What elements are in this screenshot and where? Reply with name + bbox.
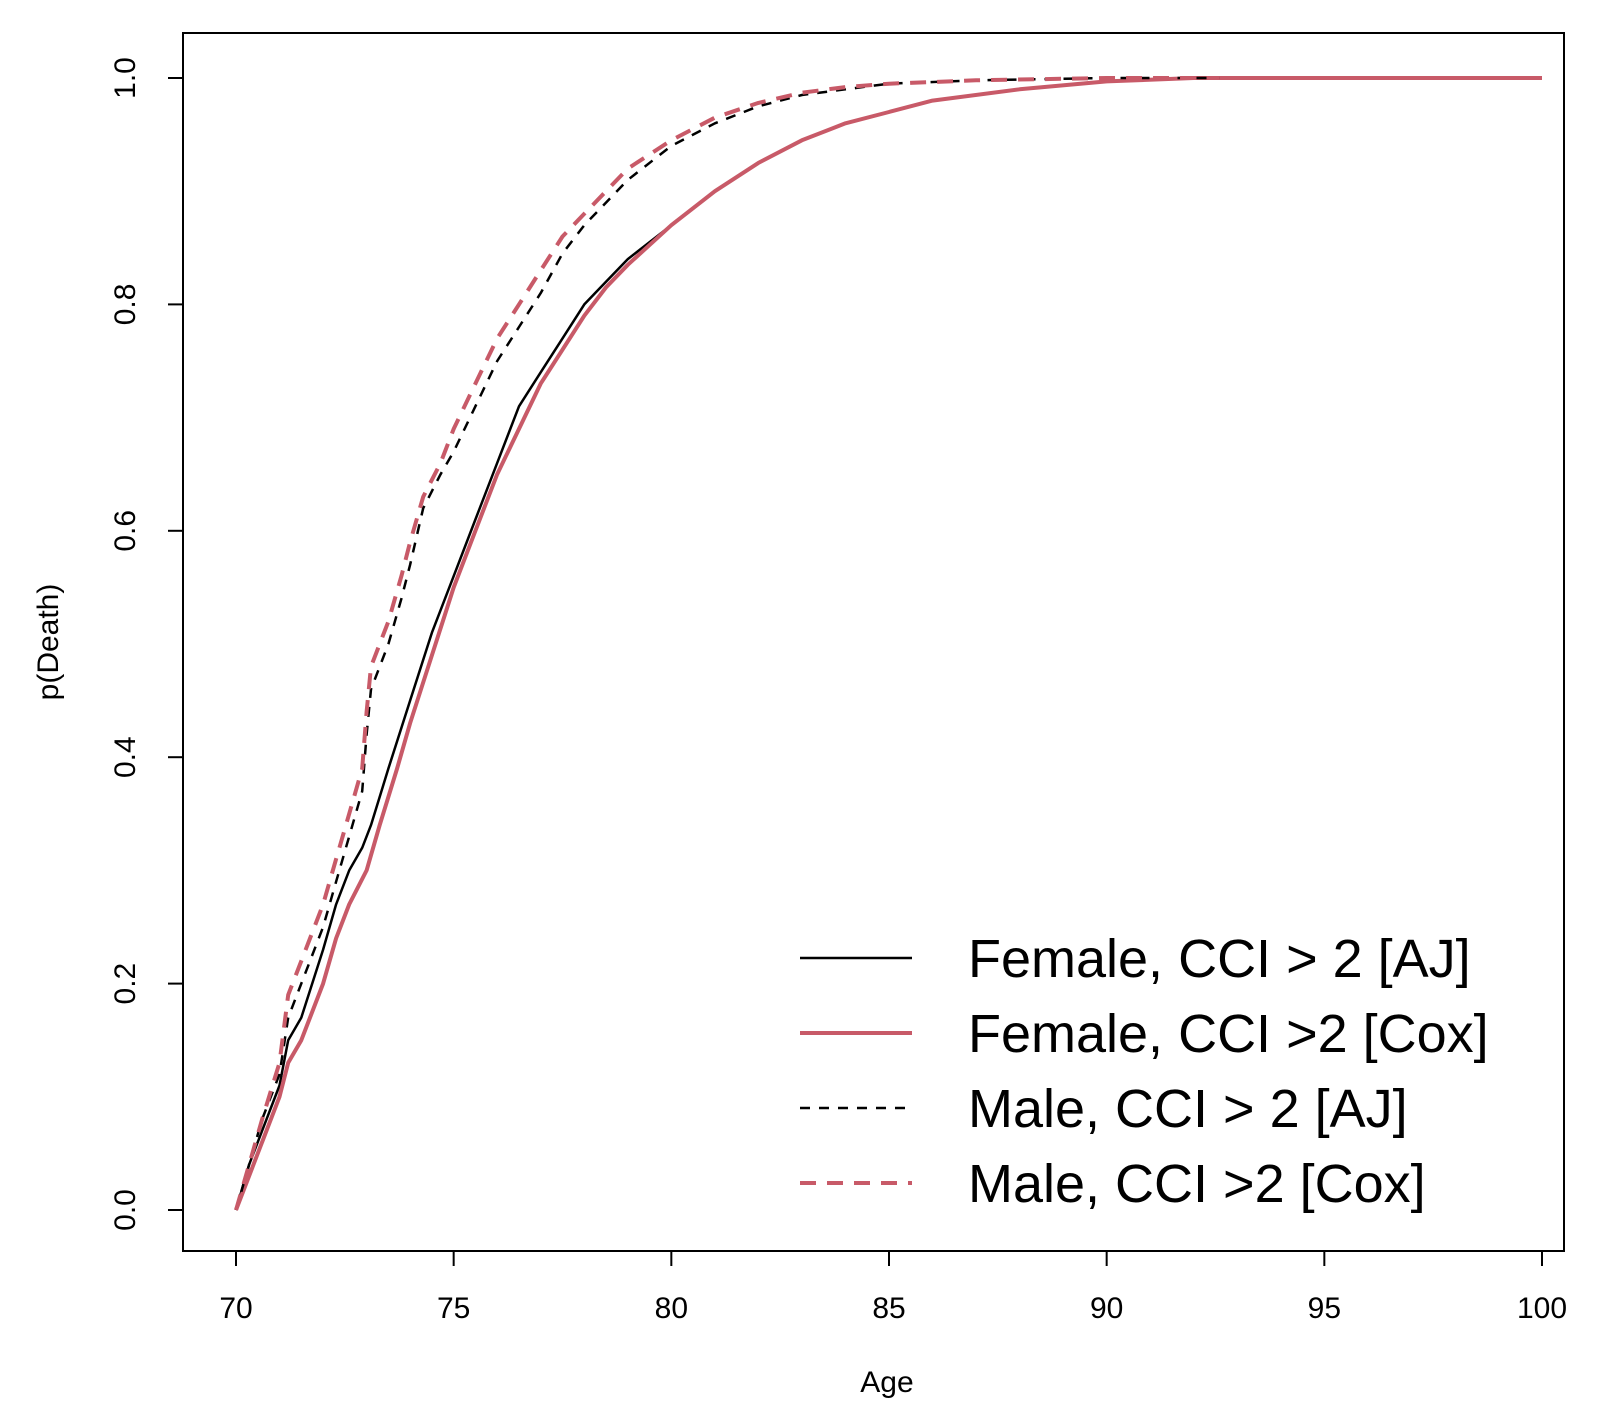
legend-label-female-aj: Female, CCI > 2 [AJ] xyxy=(968,929,1471,989)
x-tick-label: 75 xyxy=(437,1292,470,1325)
x-ticks: 70 75 80 85 90 95 100 xyxy=(219,1251,1567,1325)
x-tick-label: 70 xyxy=(219,1292,252,1325)
series-line-male-cox xyxy=(234,76,1220,1211)
x-tick-label: 100 xyxy=(1517,1292,1567,1325)
x-tick-label: 85 xyxy=(872,1292,905,1325)
axes: 70 75 80 85 90 95 100 0.0 0.2 0.4 0.6 0.8 1.0 xyxy=(109,32,1567,1325)
y-ticks: 0.0 0.2 0.4 0.6 0.8 1.0 xyxy=(109,57,183,1231)
y-tick-label: 0.0 xyxy=(109,1189,142,1231)
series-line-female-cox xyxy=(234,76,1542,1211)
y-axis-title: p(Death) xyxy=(32,584,65,701)
series-lines xyxy=(234,76,1542,1211)
series-line-male-aj xyxy=(234,76,1220,1211)
y-tick-label: 0.4 xyxy=(109,736,142,778)
x-axis-title: Age xyxy=(860,1366,913,1399)
legend-label-male-aj: Male, CCI > 2 [AJ] xyxy=(968,1079,1408,1139)
legend-label-female-cox: Female, CCI >2 [Cox] xyxy=(968,1004,1489,1064)
x-tick-label: 95 xyxy=(1308,1292,1341,1325)
y-tick-label: 0.2 xyxy=(109,963,142,1005)
legend-label-male-cox: Male, CCI >2 [Cox] xyxy=(968,1154,1426,1214)
y-tick-label: 0.6 xyxy=(109,510,142,552)
legend: Female, CCI > 2 [AJ] Female, CCI >2 [Cox… xyxy=(800,929,1489,1214)
x-tick-label: 80 xyxy=(655,1292,688,1325)
y-tick-label: 0.8 xyxy=(109,284,142,326)
x-tick-label: 90 xyxy=(1090,1292,1123,1325)
y-tick-label: 1.0 xyxy=(109,57,142,99)
